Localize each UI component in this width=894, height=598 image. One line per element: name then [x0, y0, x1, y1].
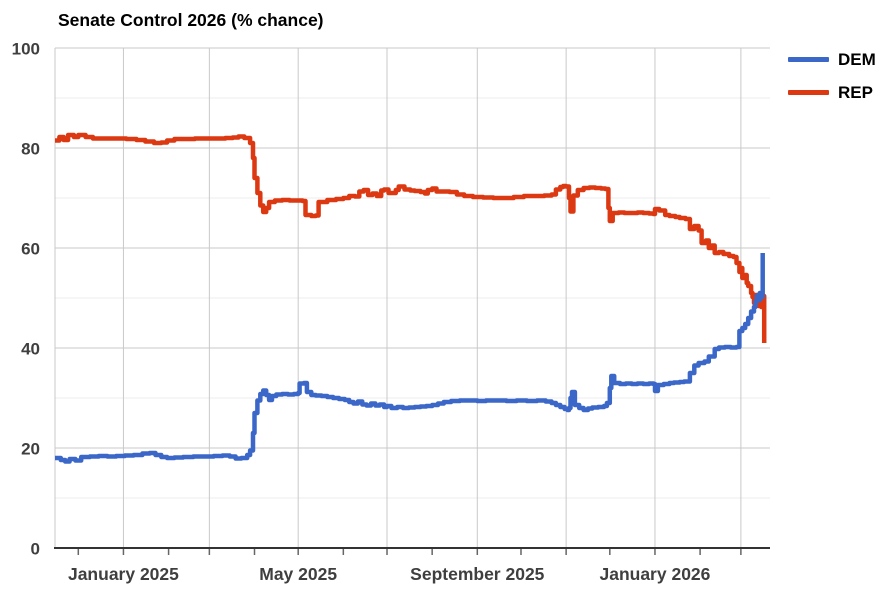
- x-axis-label: May 2025: [259, 564, 337, 584]
- x-axis-label: January 2026: [599, 564, 710, 584]
- legend-label-dem: DEM: [838, 50, 876, 69]
- x-axis-label: September 2025: [410, 564, 545, 584]
- rep-series-line: [55, 132, 767, 343]
- legend: DEM REP: [788, 50, 876, 116]
- x-axis-label: January 2025: [68, 564, 179, 584]
- y-axis-label-80: 80: [21, 140, 40, 159]
- legend-label-rep: REP: [838, 83, 873, 102]
- y-axis-label-60: 60: [21, 240, 40, 259]
- y-axis-label-40: 40: [21, 340, 40, 359]
- legend-item-dem: DEM: [788, 50, 876, 69]
- y-axis-label-20: 20: [21, 440, 40, 459]
- dem-line-swatch: [788, 56, 829, 63]
- legend-item-rep: REP: [788, 83, 876, 102]
- dem-series-line: [55, 253, 765, 464]
- rep-line-swatch: [788, 89, 829, 96]
- chart-title: Senate Control 2026 (% chance): [58, 10, 324, 30]
- y-axis-label-0: 0: [31, 540, 40, 559]
- y-axis-label-100: 100: [12, 40, 40, 59]
